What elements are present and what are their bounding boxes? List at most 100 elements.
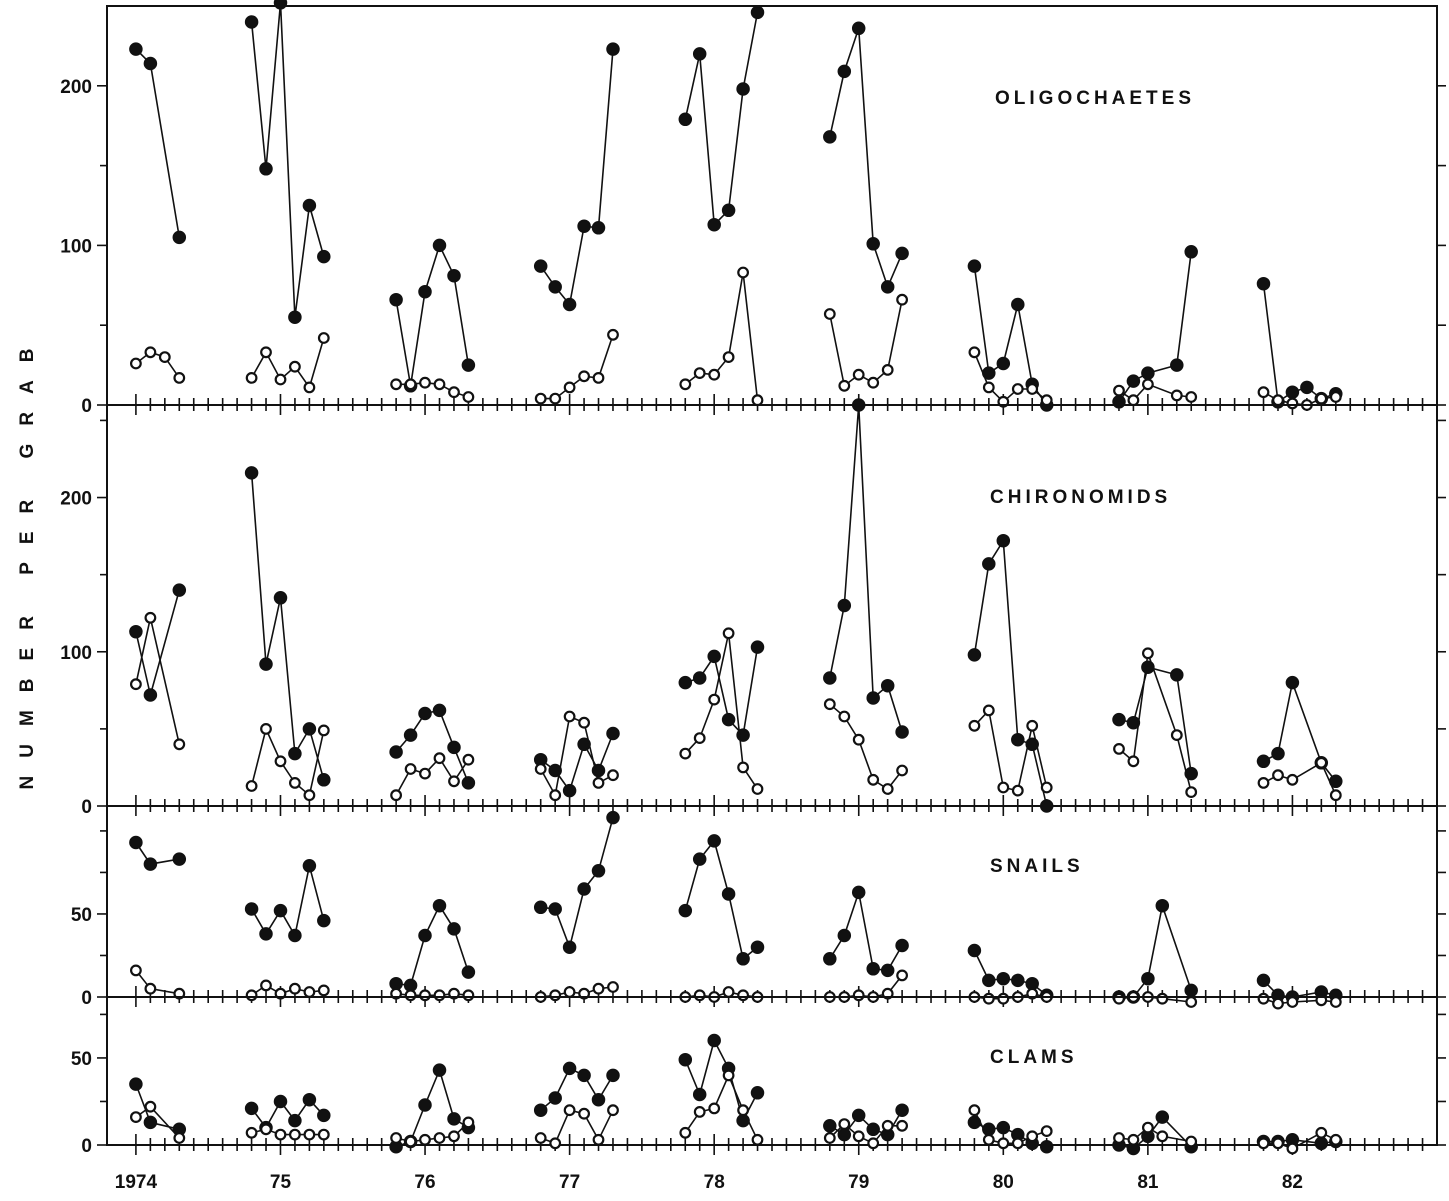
data-point	[1272, 997, 1284, 1010]
data-point	[1141, 647, 1154, 660]
data-point	[245, 989, 258, 1002]
data-point	[432, 1063, 447, 1077]
series-line	[540, 334, 614, 400]
data-point	[462, 391, 475, 403]
data-point	[1184, 983, 1198, 998]
data-point	[895, 246, 909, 261]
data-point	[129, 678, 142, 691]
data-point	[592, 777, 605, 789]
data-point	[448, 775, 460, 788]
data-point	[679, 1126, 692, 1139]
data-point	[303, 1128, 316, 1141]
data-point	[866, 1122, 880, 1137]
series-open	[129, 1069, 1342, 1155]
y-tick-label: 50	[71, 905, 92, 926]
data-point	[144, 982, 157, 995]
data-point	[1185, 1135, 1198, 1148]
data-point	[693, 732, 706, 744]
x-tick-label: 78	[704, 1172, 725, 1193]
data-point	[448, 1130, 460, 1143]
data-point	[129, 1111, 142, 1123]
data-point	[390, 789, 403, 802]
data-point	[692, 852, 707, 866]
data-point	[736, 82, 750, 96]
series-open	[129, 266, 1342, 411]
data-point	[1257, 992, 1270, 1005]
data-point	[1127, 1133, 1140, 1146]
data-point	[1286, 996, 1299, 1008]
x-tick-label: 77	[559, 1172, 580, 1193]
data-point	[823, 130, 837, 144]
series-line	[250, 865, 325, 938]
y-tick-label: 100	[60, 236, 92, 257]
data-point	[404, 378, 417, 391]
data-point	[721, 887, 736, 901]
data-point	[578, 716, 590, 729]
data-point	[880, 678, 895, 693]
data-point	[867, 773, 880, 786]
data-point	[404, 763, 417, 775]
data-point	[751, 1133, 764, 1146]
data-point	[867, 376, 880, 389]
data-point	[1185, 996, 1198, 1008]
data-point	[288, 746, 302, 761]
data-point	[563, 986, 576, 998]
data-point	[462, 989, 475, 1002]
data-point	[273, 0, 288, 10]
data-point	[982, 704, 995, 717]
panel-title: SNAILS	[990, 856, 1084, 877]
y-tick-label: 0	[81, 396, 92, 417]
data-point	[1257, 386, 1270, 399]
data-point	[1113, 743, 1125, 755]
data-point	[678, 903, 693, 918]
data-point	[578, 1107, 590, 1120]
data-point	[708, 1102, 721, 1115]
data-point	[129, 1077, 143, 1091]
data-point	[823, 308, 836, 320]
data-point	[851, 398, 866, 412]
data-point	[982, 1133, 995, 1146]
data-point	[1170, 358, 1184, 372]
data-point	[577, 737, 591, 752]
data-point	[289, 360, 301, 373]
panel-snails: SNAILS 0 50	[71, 805, 1446, 1010]
data-point	[823, 952, 837, 966]
y-tick-label: 0	[81, 1136, 92, 1157]
data-point	[1040, 781, 1053, 794]
data-point	[143, 688, 158, 702]
data-point	[259, 162, 273, 176]
data-point	[1127, 394, 1140, 407]
x-tick-label: 75	[270, 1172, 292, 1193]
data-point	[260, 1123, 272, 1136]
data-point	[607, 981, 619, 993]
data-point	[144, 346, 157, 359]
data-point	[303, 789, 316, 802]
y-tick-label: 0	[81, 797, 92, 818]
panel-oligochaetes: OLIGOCHAETES 0 100 200	[60, 0, 1446, 417]
data-point	[750, 5, 765, 20]
data-point	[317, 332, 330, 344]
data-point	[260, 346, 272, 359]
series-filled	[129, 398, 1343, 813]
data-point	[447, 1112, 461, 1126]
data-point	[534, 1132, 547, 1144]
data-point	[607, 328, 619, 341]
data-point	[172, 852, 187, 866]
data-point	[1185, 786, 1198, 798]
data-point	[692, 47, 707, 61]
data-point	[317, 724, 330, 737]
data-point	[419, 767, 431, 780]
data-point	[737, 761, 749, 774]
data-point	[288, 928, 302, 943]
data-point	[533, 900, 548, 915]
data-point	[880, 280, 895, 294]
data-point	[968, 719, 981, 732]
data-point	[303, 381, 316, 394]
panel-frame	[106, 805, 1438, 998]
data-point	[461, 776, 476, 790]
data-point	[129, 624, 143, 639]
data-point	[606, 42, 620, 56]
data-point	[274, 373, 287, 386]
data-point	[852, 733, 865, 746]
data-point	[419, 989, 431, 1002]
